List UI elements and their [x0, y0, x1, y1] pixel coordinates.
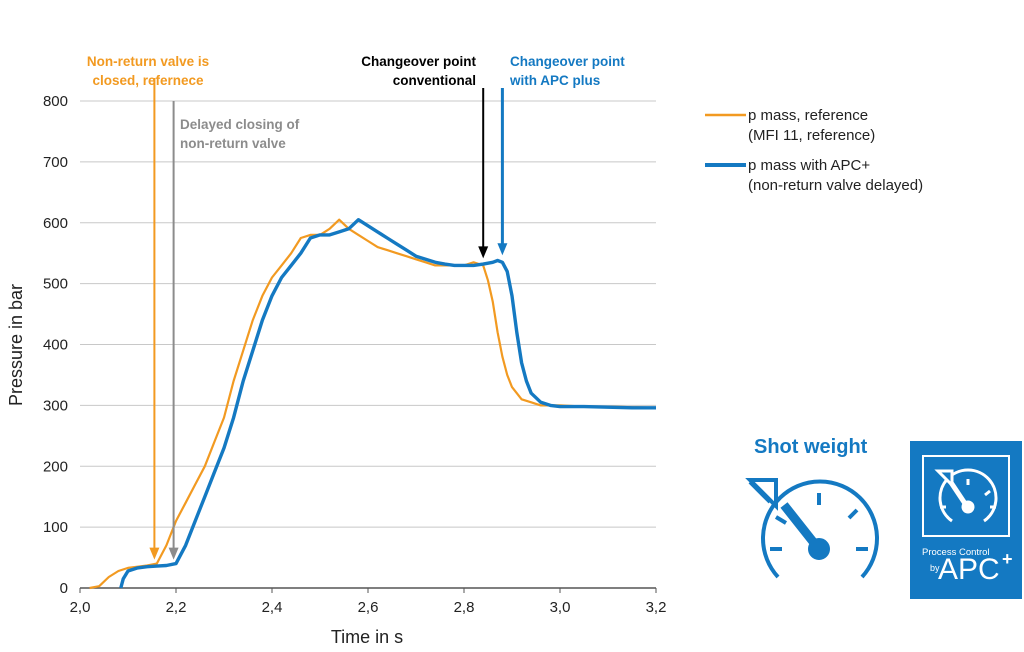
annotation-text-nrv-delayed: non-return valve	[180, 136, 286, 151]
badge-plus-text: +	[1002, 549, 1013, 569]
annotation-arrowhead-nrv-reference	[149, 547, 160, 560]
annotation-arrowhead-changeover-conventional	[478, 246, 489, 259]
x-tick-labels: 2,0 2,2 2,4 2,6 2,8 3,0 3,2	[70, 599, 667, 616]
grid-lines	[79, 100, 657, 593]
y-tick-label: 600	[43, 215, 68, 232]
annotation-text-nrv-delayed: Delayed closing of	[180, 117, 300, 132]
series-line-apc	[119, 217, 656, 589]
legend-label: p mass with APC+	[748, 157, 870, 174]
annotation-text-changeover-apc: with APC plus	[509, 73, 600, 88]
legend: p mass, reference (MFI 11, reference) p ma…	[705, 107, 923, 194]
x-tick-label: 2,2	[166, 599, 187, 616]
annotations: Non-return valve is closed, refernece Dela…	[87, 54, 625, 560]
y-tick-label: 500	[43, 276, 68, 293]
gauge-with-arrow-icon	[745, 478, 879, 579]
x-tick-label: 2,0	[70, 599, 91, 616]
x-tick-label: 2,8	[454, 599, 475, 616]
y-tick-labels: 0 100 200 300 400 500 600 700 800	[43, 93, 68, 597]
annotation-arrowhead-nrv-delayed	[168, 547, 179, 560]
annotation-text-changeover-apc: Changeover point	[510, 54, 625, 69]
x-axis-title: Time in s	[331, 627, 403, 647]
shot-weight-title: Shot weight	[754, 436, 868, 458]
y-tick-label: 300	[43, 397, 68, 414]
legend-label: p mass, reference	[748, 107, 868, 124]
y-tick-label: 700	[43, 154, 68, 171]
legend-label-line2: (MFI 11, reference)	[748, 127, 875, 144]
series-lines	[89, 217, 657, 590]
y-tick-label: 400	[43, 337, 68, 354]
x-tick-label: 2,6	[358, 599, 379, 616]
badge-by-text: by	[930, 563, 940, 573]
y-tick-label: 200	[43, 458, 68, 475]
annotation-arrowhead-changeover-apc	[497, 243, 508, 256]
annotation-text-nrv-reference: Non-return valve is	[87, 54, 209, 69]
y-tick-label: 100	[43, 519, 68, 536]
x-tick-label: 2,4	[262, 599, 283, 616]
annotation-text-nrv-reference: closed, refernece	[92, 73, 204, 88]
series-line-reference	[89, 218, 657, 590]
x-tick-label: 3,2	[646, 599, 667, 616]
annotation-text-changeover-conventional: Changeover point	[361, 54, 476, 69]
y-tick-label: 800	[43, 93, 68, 110]
y-axis-title: Pressure in bar	[6, 284, 26, 406]
badge-apc-text: APC	[938, 553, 1000, 586]
badge-gauge-icon	[934, 468, 998, 523]
badge-frame	[922, 455, 1010, 537]
apc-badge: Process Control by APC +	[910, 441, 1022, 599]
annotation-text-changeover-conventional: conventional	[393, 73, 476, 88]
legend-label-line2: (non-return valve delayed)	[748, 177, 923, 194]
y-tick-label: 0	[60, 580, 68, 597]
badge-process-control-text: Process Control	[922, 547, 990, 558]
x-tick-label: 3,0	[550, 599, 571, 616]
